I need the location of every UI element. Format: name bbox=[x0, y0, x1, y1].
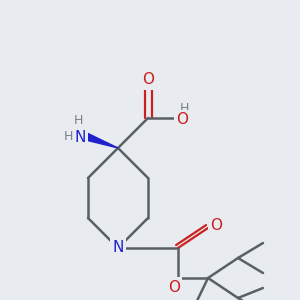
Text: O: O bbox=[176, 112, 188, 128]
Text: H: H bbox=[63, 130, 73, 143]
Text: N: N bbox=[112, 241, 124, 256]
Text: O: O bbox=[142, 73, 154, 88]
Text: H: H bbox=[73, 115, 83, 128]
Text: N: N bbox=[74, 130, 86, 145]
Text: O: O bbox=[168, 280, 180, 295]
Text: O: O bbox=[210, 218, 222, 233]
Text: H: H bbox=[179, 101, 189, 115]
Polygon shape bbox=[81, 131, 118, 148]
